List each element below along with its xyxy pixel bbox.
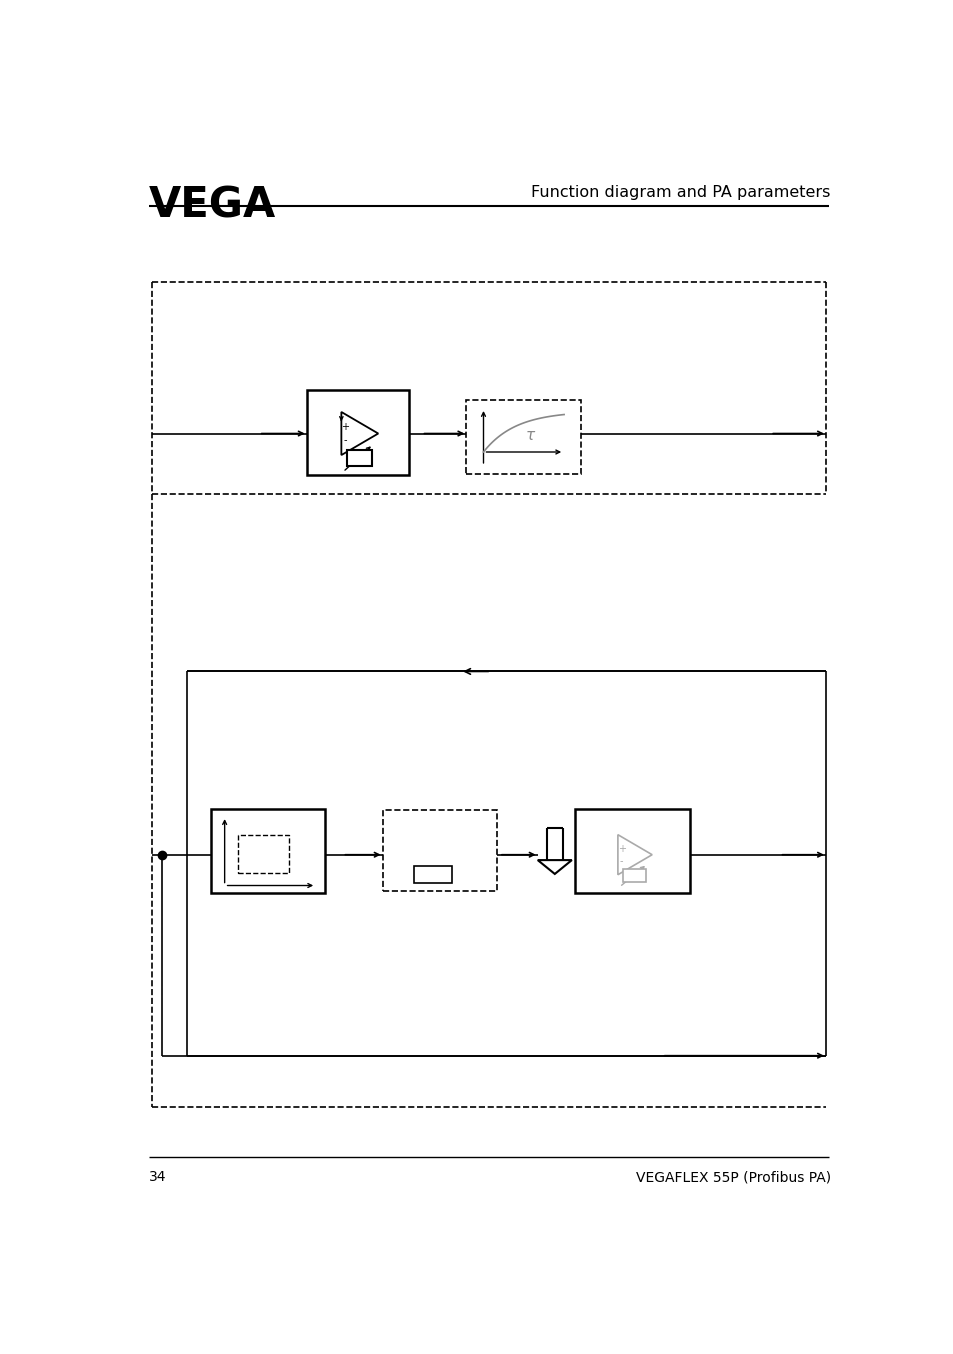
Text: VEGAFLEX 55P (Profibus PA): VEGAFLEX 55P (Profibus PA) (635, 1170, 830, 1185)
Text: Function diagram and PA parameters: Function diagram and PA parameters (531, 184, 830, 200)
Text: $\tau$: $\tau$ (524, 428, 536, 443)
Text: -: - (343, 436, 347, 445)
Text: VEGA: VEGA (149, 184, 275, 227)
Bar (382, 810, 497, 891)
Bar (622, 868, 645, 883)
Bar (307, 390, 409, 475)
Bar (238, 835, 289, 873)
Bar (575, 808, 689, 894)
Bar (211, 808, 325, 894)
Bar (414, 867, 452, 883)
Text: 34: 34 (149, 1170, 166, 1185)
Text: -: - (619, 856, 623, 865)
Polygon shape (537, 860, 571, 873)
Bar (466, 401, 580, 474)
Bar (347, 451, 372, 466)
Text: +: + (341, 421, 349, 432)
Text: +: + (618, 844, 625, 853)
